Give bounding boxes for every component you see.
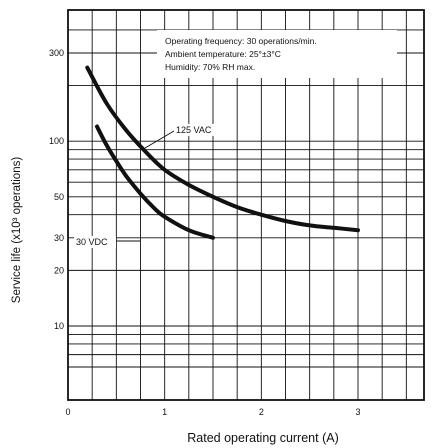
x-axis-label: Rated operating current (A) <box>187 431 338 445</box>
y-axis-label: Service life (x10³ operations) <box>11 157 23 304</box>
condition-frequency: Operating frequency: 30 operations/min. <box>165 36 317 46</box>
plot-border <box>67 9 425 401</box>
y-tick-label: 20 <box>54 265 64 275</box>
x-tick-label: 0 <box>65 407 70 417</box>
series-label-30vdc: 30 VDC <box>76 237 108 247</box>
condition-humidity: Humidity: 70% RH max. <box>165 62 255 72</box>
conditions-box-bg <box>157 30 397 78</box>
y-tick-label: 10 <box>54 321 64 331</box>
label-125vac-bg <box>174 124 218 136</box>
leader-125vac <box>144 130 175 149</box>
plot-frame <box>67 9 425 401</box>
series-label-125vac: 125 VAC <box>176 125 212 135</box>
tick-labels: 10 20 30 50 100 300 0 1 2 3 <box>49 48 361 417</box>
series-curve-125vac <box>85 65 360 233</box>
y-tick-label: 300 <box>49 48 64 58</box>
curves <box>85 65 360 240</box>
label-30vdc-bg <box>74 236 116 248</box>
x-tick-label: 2 <box>259 407 264 417</box>
condition-temperature: Ambient temperature: 25°±3°C <box>165 49 281 59</box>
x-tick-label: 3 <box>355 407 360 417</box>
y-tick-label: 30 <box>54 233 64 243</box>
y-tick-label: 50 <box>54 192 64 202</box>
x-tick-label: 1 <box>162 407 167 417</box>
series-curve-30vdc <box>95 124 215 240</box>
y-tick-label: 100 <box>49 136 64 146</box>
